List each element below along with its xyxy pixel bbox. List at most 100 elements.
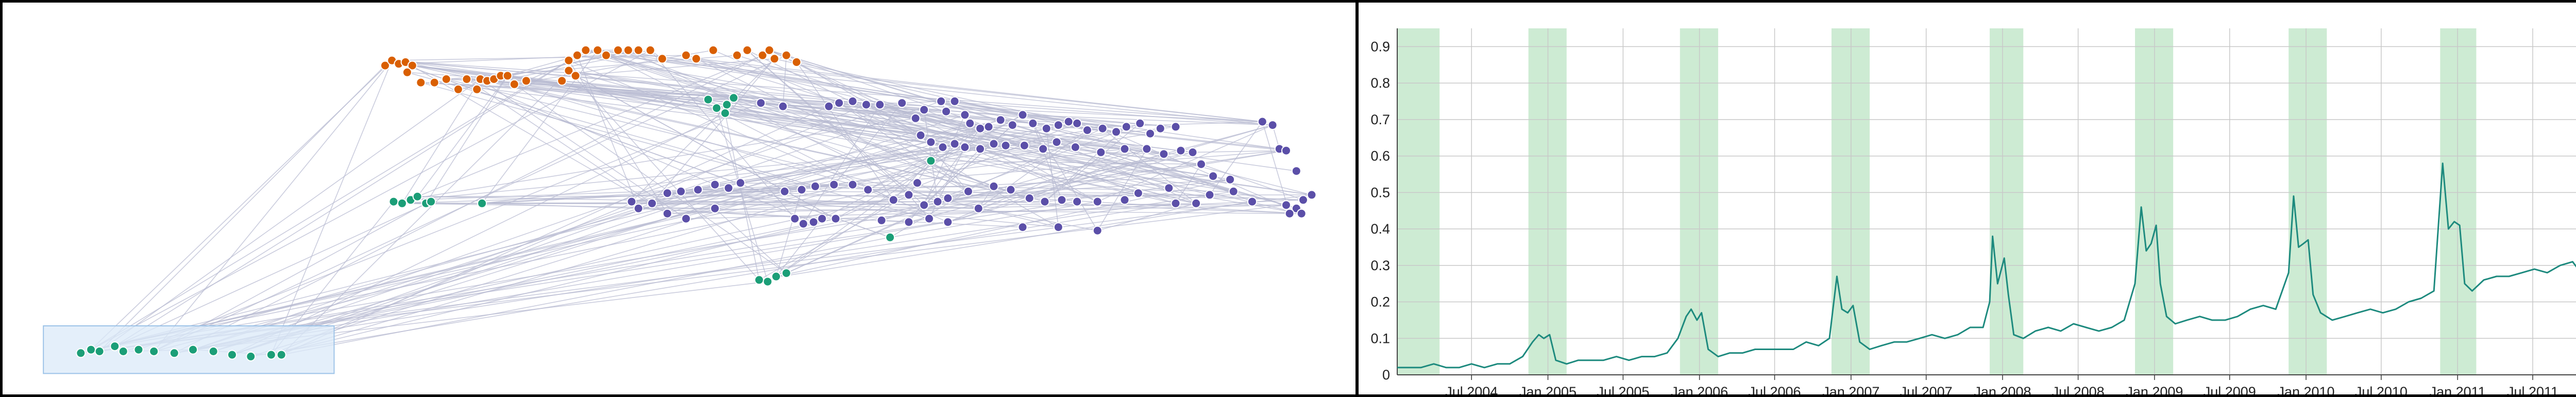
graph-node-green[interactable] <box>388 196 399 207</box>
graph-node-purple[interactable] <box>1298 195 1308 205</box>
graph-node-orange[interactable] <box>645 45 655 55</box>
graph-node-purple[interactable] <box>778 101 788 111</box>
graph-node-purple[interactable] <box>989 181 999 191</box>
graph-node-green[interactable] <box>133 344 144 355</box>
graph-node-purple[interactable] <box>995 115 1006 125</box>
graph-node-purple[interactable] <box>861 100 871 110</box>
graph-node-orange[interactable] <box>623 45 633 55</box>
graph-node-orange[interactable] <box>509 79 519 89</box>
time-series-chart[interactable]: 0 0.1 0.2 0.3 0.4 0.5 0.6 0.7 0.8 0.9 Jul 2004 Jan… <box>1359 3 2576 397</box>
graph-node-orange[interactable] <box>708 45 718 55</box>
graph-node-purple[interactable] <box>1082 125 1092 135</box>
graph-node-orange[interactable] <box>691 54 701 64</box>
graph-node-green[interactable] <box>711 103 722 113</box>
graph-node-green[interactable] <box>149 346 159 356</box>
graph-node-purple[interactable] <box>926 137 936 147</box>
graph-node-purple[interactable] <box>1208 171 1218 181</box>
graph-node-purple[interactable] <box>1070 142 1080 152</box>
graph-node-purple[interactable] <box>796 185 807 195</box>
graph-node-green[interactable] <box>266 350 276 360</box>
graph-node-purple[interactable] <box>779 186 790 196</box>
graph-node-purple[interactable] <box>662 188 672 198</box>
graph-node-purple[interactable] <box>1159 149 1169 159</box>
graph-node-purple[interactable] <box>863 185 873 195</box>
graph-node-orange[interactable] <box>764 45 774 55</box>
graph-node-green[interactable] <box>188 344 198 355</box>
graph-node-purple[interactable] <box>1111 127 1121 137</box>
graph-node-purple[interactable] <box>1281 145 1291 156</box>
graph-node-purple[interactable] <box>1018 110 1028 120</box>
graph-node-purple[interactable] <box>1228 186 1239 196</box>
graph-nodes[interactable] <box>76 45 1317 361</box>
graph-node-purple[interactable] <box>735 178 745 188</box>
graph-node-green[interactable] <box>728 93 739 103</box>
graph-node-purple[interactable] <box>984 122 994 132</box>
graph-node-purple[interactable] <box>875 100 885 110</box>
graph-node-green[interactable] <box>781 268 791 278</box>
graph-node-purple[interactable] <box>1040 196 1050 207</box>
graph-node-green[interactable] <box>762 276 773 287</box>
graph-node-purple[interactable] <box>798 219 808 229</box>
graph-node-purple[interactable] <box>1072 196 1082 207</box>
graph-node-purple[interactable] <box>1142 144 1152 154</box>
graph-node-purple[interactable] <box>1120 195 1130 205</box>
graph-node-purple[interactable] <box>1120 144 1130 154</box>
graph-node-orange[interactable] <box>572 50 582 60</box>
graph-node-purple[interactable] <box>1155 123 1165 134</box>
graph-node-green[interactable] <box>754 275 764 285</box>
graph-node-purple[interactable] <box>1188 147 1198 157</box>
graph-node-green[interactable] <box>885 232 895 242</box>
graph-node-purple[interactable] <box>676 186 686 196</box>
graph-node-purple[interactable] <box>626 196 637 207</box>
graph-node-green[interactable] <box>227 350 237 360</box>
graph-node-green[interactable] <box>720 108 730 118</box>
graph-node-green[interactable] <box>118 346 128 356</box>
graph-node-orange[interactable] <box>521 76 531 86</box>
graph-node-green[interactable] <box>926 156 936 166</box>
graph-node-orange[interactable] <box>601 50 611 60</box>
graph-node-orange[interactable] <box>613 45 623 55</box>
graph-node-purple[interactable] <box>1052 137 1062 147</box>
graph-node-orange[interactable] <box>557 76 567 86</box>
graph-node-purple[interactable] <box>1041 123 1052 134</box>
graph-node-green[interactable] <box>76 348 86 358</box>
graph-node-orange[interactable] <box>769 54 779 64</box>
graph-node-purple[interactable] <box>1281 200 1291 210</box>
graph-node-orange[interactable] <box>564 65 574 76</box>
graph-node-purple[interactable] <box>1257 117 1267 127</box>
graph-node-green[interactable] <box>86 344 96 355</box>
graph-node-purple[interactable] <box>831 213 841 224</box>
graph-node-green[interactable] <box>397 198 407 208</box>
graph-node-purple[interactable] <box>910 113 921 123</box>
graph-node-orange[interactable] <box>732 50 742 60</box>
graph-node-purple[interactable] <box>876 215 887 225</box>
graph-node-purple[interactable] <box>1028 118 1038 128</box>
graph-node-purple[interactable] <box>681 213 691 224</box>
graph-node-orange[interactable] <box>380 60 390 71</box>
graph-node-purple[interactable] <box>1191 198 1201 208</box>
graph-node-orange[interactable] <box>757 50 768 60</box>
graph-node-purple[interactable] <box>1164 183 1174 193</box>
graph-node-purple[interactable] <box>810 181 820 191</box>
graph-node-orange[interactable] <box>429 77 439 88</box>
graph-node-purple[interactable] <box>1053 222 1063 233</box>
graph-node-orange[interactable] <box>502 71 513 81</box>
graph-node-purple[interactable] <box>1001 140 1011 151</box>
graph-node-purple[interactable] <box>912 178 922 188</box>
graph-node-purple[interactable] <box>904 217 914 227</box>
graph-node-purple[interactable] <box>1267 120 1278 130</box>
graph-node-purple[interactable] <box>829 179 839 190</box>
graph-node-orange[interactable] <box>441 74 451 84</box>
graph-node-purple[interactable] <box>790 213 800 224</box>
graph-node-purple[interactable] <box>1096 147 1106 157</box>
graph-node-orange[interactable] <box>416 77 426 88</box>
graph-node-purple[interactable] <box>938 142 948 152</box>
graph-node-orange[interactable] <box>633 45 643 55</box>
graph-node-purple[interactable] <box>950 139 960 149</box>
graph-node-purple[interactable] <box>1307 190 1317 200</box>
graph-node-purple[interactable] <box>975 144 985 154</box>
graph-node-green[interactable] <box>412 191 422 202</box>
graph-node-orange[interactable] <box>570 71 581 81</box>
graph-node-purple[interactable] <box>1006 185 1016 195</box>
graph-node-purple[interactable] <box>1072 118 1082 128</box>
